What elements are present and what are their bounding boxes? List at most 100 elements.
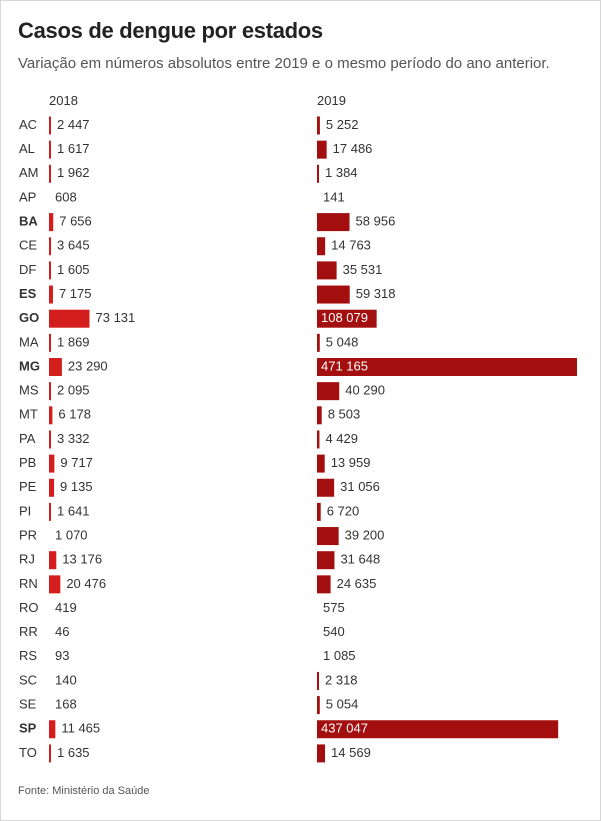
bar-2018-es [49, 285, 53, 304]
state-label-ma: MA [19, 334, 39, 349]
bar-2018-go [49, 309, 90, 328]
value-label-2019-rn: 24 635 [337, 576, 377, 591]
value-label-2019-pr: 39 200 [345, 527, 385, 542]
value-label-2019-ro: 575 [323, 600, 345, 615]
bar-2019-sc [317, 671, 319, 690]
state-label-ro: RO [19, 600, 39, 615]
bar-2018-sp [49, 720, 56, 739]
bar-2019-ac [317, 116, 320, 135]
value-label-2019-sp: 437 047 [321, 721, 368, 736]
bar-2019-am [317, 164, 319, 183]
bar-2018-ac [49, 116, 51, 135]
bar-2019-ce [317, 237, 326, 256]
value-label-2019-pi: 6 720 [327, 503, 360, 518]
bar-2018-am [49, 164, 51, 183]
value-label-2018-ro: 419 [55, 600, 77, 615]
state-label-es: ES [19, 286, 37, 301]
value-label-2018-es: 7 175 [59, 286, 92, 301]
value-label-2018-sc: 140 [55, 672, 77, 687]
value-label-2019-rs: 1 085 [323, 648, 356, 663]
state-label-pi: PI [19, 503, 31, 518]
value-label-2019-df: 35 531 [343, 262, 383, 277]
value-label-2018-mt: 6 178 [58, 407, 91, 422]
value-label-2019-mg: 471 165 [321, 358, 368, 373]
value-label-2019-al: 17 486 [333, 141, 373, 156]
column-header-2019: 2019 [317, 93, 346, 108]
value-label-2019-ce: 14 763 [331, 238, 371, 253]
bar-2018-rn [49, 575, 61, 594]
state-label-sc: SC [19, 672, 37, 687]
state-label-sp: SP [19, 721, 37, 736]
bar-2019-pa [317, 430, 320, 449]
bar-2018-ba [49, 213, 54, 232]
value-label-2018-ce: 3 645 [57, 238, 90, 253]
value-label-2019-to: 14 569 [331, 745, 371, 760]
state-label-ap: AP [19, 189, 36, 204]
bar-2018-to [49, 744, 51, 763]
value-label-2018-ap: 608 [55, 189, 77, 204]
value-label-2018-rn: 20 476 [66, 576, 106, 591]
value-label-2018-al: 1 617 [57, 141, 90, 156]
bar-2018-ce [49, 237, 52, 256]
state-label-ms: MS [19, 383, 39, 398]
bar-2019-mt [317, 406, 322, 425]
bar-2019-to [317, 744, 326, 763]
bar-2018-al [49, 140, 51, 159]
bar-2019-rj [317, 551, 335, 570]
state-label-df: DF [19, 262, 36, 277]
value-label-2018-mg: 23 290 [68, 358, 108, 373]
value-label-2019-ms: 40 290 [345, 383, 385, 398]
state-label-rn: RN [19, 576, 38, 591]
state-label-pr: PR [19, 527, 37, 542]
chart-title: Casos de dengue por estados [18, 18, 323, 43]
value-label-2018-rj: 13 176 [62, 552, 102, 567]
value-label-2018-pe: 9 135 [60, 479, 93, 494]
source-note: Fonte: Ministério da Saúde [18, 785, 150, 797]
bar-2019-go [317, 309, 377, 328]
state-label-mt: MT [19, 407, 38, 422]
value-label-2018-rr: 46 [55, 624, 69, 639]
bar-2019-sp [317, 720, 559, 739]
value-label-2018-to: 1 635 [57, 745, 90, 760]
bar-2018-ma [49, 333, 51, 352]
value-label-2019-pa: 4 429 [325, 431, 358, 446]
value-label-2019-es: 59 318 [356, 286, 396, 301]
value-label-2019-pe: 31 056 [340, 479, 380, 494]
value-label-2019-se: 5 054 [326, 697, 359, 712]
bar-2019-pe [317, 478, 335, 497]
value-label-2018-se: 168 [55, 697, 77, 712]
value-label-2018-df: 1 605 [57, 262, 90, 277]
bar-2018-pe [49, 478, 55, 497]
state-label-rs: RS [19, 648, 37, 663]
bar-2018-pa [49, 430, 51, 449]
value-label-2019-ac: 5 252 [326, 117, 359, 132]
state-label-pe: PE [19, 479, 37, 494]
value-label-2019-ba: 58 956 [356, 214, 396, 229]
bar-2018-df [49, 261, 51, 280]
value-label-2019-go: 108 079 [321, 310, 368, 325]
state-label-pb: PB [19, 455, 36, 470]
value-label-2018-ba: 7 656 [59, 214, 92, 229]
value-label-2019-mt: 8 503 [328, 407, 361, 422]
value-label-2018-pi: 1 641 [57, 503, 90, 518]
chart-subtitle: Variação em números absolutos entre 2019… [18, 55, 550, 72]
value-label-2019-ma: 5 048 [326, 334, 359, 349]
state-label-to: TO [19, 745, 37, 760]
value-label-2018-am: 1 962 [57, 165, 90, 180]
state-label-se: SE [19, 697, 37, 712]
bar-2019-mg [317, 358, 577, 376]
value-label-2018-sp: 11 465 [61, 721, 100, 736]
state-label-go: GO [19, 310, 39, 325]
bar-2019-ms [317, 382, 340, 401]
bar-2018-pi [49, 502, 51, 521]
state-label-rj: RJ [19, 552, 35, 567]
state-label-ac: AC [19, 117, 37, 132]
bar-2019-ma [317, 333, 320, 352]
state-label-ce: CE [19, 238, 37, 253]
value-label-2018-pb: 9 717 [60, 455, 93, 470]
bar-2019-pr [317, 527, 339, 546]
value-label-2019-rj: 31 648 [340, 552, 380, 567]
state-label-al: AL [19, 141, 35, 156]
state-label-mg: MG [19, 358, 40, 373]
value-label-2018-ma: 1 869 [57, 334, 90, 349]
